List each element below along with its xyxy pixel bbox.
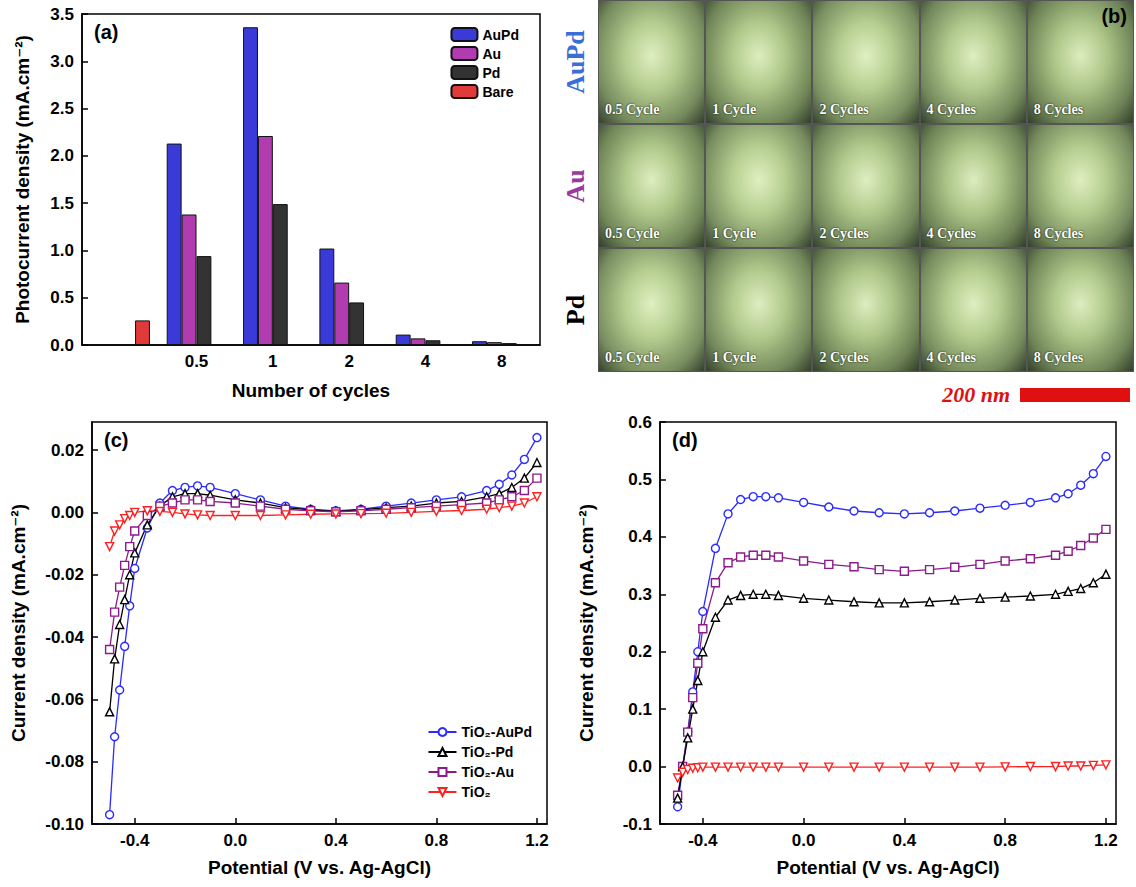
html-text:Pd: Pd <box>561 294 590 326</box>
svg-text:Potential (V vs. Ag-AgCl): Potential (V vs. Ag-AgCl) <box>208 857 431 878</box>
svg-text:0.3: 0.3 <box>628 585 652 604</box>
html-text:AuPd: AuPd <box>561 30 590 94</box>
svg-text:-0.02: -0.02 <box>45 565 84 584</box>
svg-text:1.0: 1.0 <box>50 241 74 260</box>
svg-text:2: 2 <box>344 352 353 371</box>
svg-text:Current density (mA.cm⁻²): Current density (mA.cm⁻²) <box>8 504 29 742</box>
svg-text:-0.06: -0.06 <box>45 690 84 709</box>
html-text:1 Cycle: 1 Cycle <box>712 102 757 117</box>
svg-text:TiO₂: TiO₂ <box>461 784 490 800</box>
html-text:Au: Au <box>561 169 590 203</box>
html-text:0.5 Cycle: 0.5 Cycle <box>605 226 660 241</box>
svg-text:Number of cycles: Number of cycles <box>232 380 390 401</box>
svg-text:0.8: 0.8 <box>993 831 1017 850</box>
html-text:4 Cycles: 4 Cycles <box>926 350 976 365</box>
html-text:200 nm: 200 nm <box>942 382 1010 407</box>
svg-text:0.02: 0.02 <box>51 441 84 460</box>
html-text:8 Cycles: 8 Cycles <box>1033 226 1084 241</box>
html-text:4 Cycles: 4 Cycles <box>926 226 976 241</box>
svg-text:0.2: 0.2 <box>628 642 652 661</box>
svg-text:0.4: 0.4 <box>893 831 917 850</box>
html-text:4 Cycles: 4 Cycles <box>926 102 976 117</box>
html-text:1 Cycle: 1 Cycle <box>712 226 757 241</box>
svg-text:0.5: 0.5 <box>628 470 652 489</box>
svg-text:0.0: 0.0 <box>50 336 74 355</box>
svg-text:0.4: 0.4 <box>324 831 348 850</box>
svg-text:Photocurrent density (mA.cm⁻²): Photocurrent density (mA.cm⁻²) <box>12 35 33 324</box>
svg-text:1.2: 1.2 <box>1094 831 1118 850</box>
svg-text:0.4: 0.4 <box>628 527 652 546</box>
svg-text:0.0: 0.0 <box>792 831 816 850</box>
svg-text:Current density (mA.cm⁻²): Current density (mA.cm⁻²) <box>576 504 597 742</box>
svg-text:2.5: 2.5 <box>50 99 74 118</box>
svg-text:-0.4: -0.4 <box>688 831 718 850</box>
svg-text:TiO₂-AuPd: TiO₂-AuPd <box>461 724 532 740</box>
svg-text:Pd: Pd <box>482 65 500 81</box>
svg-text:3.5: 3.5 <box>50 5 74 24</box>
svg-text:1: 1 <box>268 352 277 371</box>
svg-text:TiO₂-Au: TiO₂-Au <box>461 764 514 780</box>
html-text:2 Cycles: 2 Cycles <box>819 350 869 365</box>
svg-text:1.5: 1.5 <box>50 194 74 213</box>
svg-text:(c): (c) <box>104 429 128 451</box>
html-text:1 Cycle: 1 Cycle <box>712 350 757 365</box>
html-text:2 Cycles: 2 Cycles <box>819 226 869 241</box>
svg-text:Au: Au <box>482 46 501 62</box>
svg-text:(a): (a) <box>94 21 118 43</box>
svg-text:3.0: 3.0 <box>50 52 74 71</box>
svg-text:-0.04: -0.04 <box>45 628 84 647</box>
svg-text:2.0: 2.0 <box>50 146 74 165</box>
svg-text:0.6: 0.6 <box>628 413 652 432</box>
svg-text:0.1: 0.1 <box>628 700 652 719</box>
html-text:8 Cycles: 8 Cycles <box>1033 350 1084 365</box>
html-text:(b): (b) <box>1101 5 1127 27</box>
svg-text:8: 8 <box>497 352 506 371</box>
svg-text:0.5: 0.5 <box>50 288 74 307</box>
html-text:8 Cycles: 8 Cycles <box>1033 102 1084 117</box>
svg-text:(d): (d) <box>672 429 698 451</box>
svg-text:TiO₂-Pd: TiO₂-Pd <box>461 744 513 760</box>
html-text:0.5 Cycle: 0.5 Cycle <box>605 102 660 117</box>
svg-text:Bare: Bare <box>482 84 513 100</box>
svg-text:0.00: 0.00 <box>51 503 84 522</box>
svg-text:0.0: 0.0 <box>223 831 247 850</box>
svg-text:-0.10: -0.10 <box>45 815 84 834</box>
svg-text:1.2: 1.2 <box>525 831 549 850</box>
svg-text:4: 4 <box>421 352 431 371</box>
svg-text:Potential (V vs. Ag-AgCl): Potential (V vs. Ag-AgCl) <box>776 857 999 878</box>
html-text:2 Cycles: 2 Cycles <box>819 102 869 117</box>
html-text:0.5 Cycle: 0.5 Cycle <box>605 350 660 365</box>
svg-text:-0.08: -0.08 <box>45 752 84 771</box>
svg-text:0.8: 0.8 <box>425 831 449 850</box>
svg-text:-0.1: -0.1 <box>623 815 652 834</box>
svg-text:-0.4: -0.4 <box>120 831 150 850</box>
svg-text:0.5: 0.5 <box>185 352 209 371</box>
svg-text:AuPd: AuPd <box>482 27 519 43</box>
svg-text:0.0: 0.0 <box>628 757 652 776</box>
